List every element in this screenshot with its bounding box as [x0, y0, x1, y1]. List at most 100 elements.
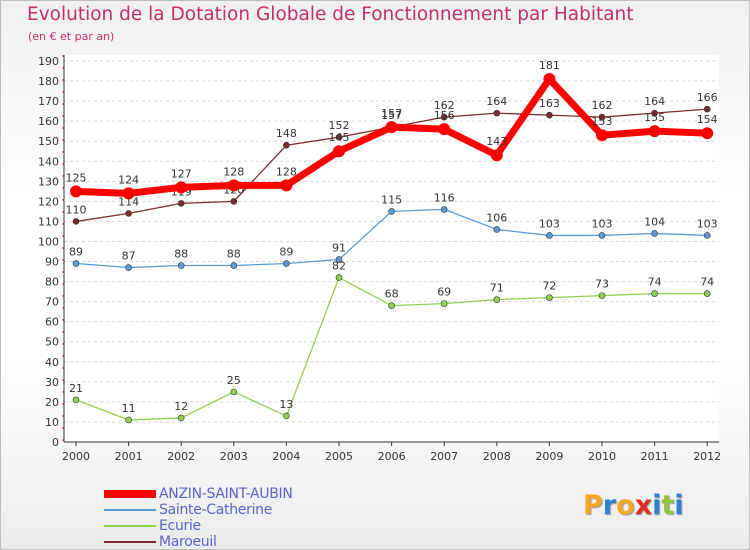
- x-tick-label: 2006: [378, 450, 406, 463]
- data-point: [230, 262, 238, 269]
- data-label: 181: [539, 59, 560, 72]
- data-label: 89: [279, 246, 293, 259]
- legend-swatch: [104, 541, 156, 543]
- data-label: 128: [276, 165, 297, 178]
- y-tick-label: 170: [38, 95, 59, 108]
- data-label: 21: [69, 382, 83, 395]
- y-tick-label: 10: [45, 416, 59, 429]
- data-label: 162: [592, 99, 613, 112]
- y-tick-label: 150: [38, 135, 59, 148]
- logo-letter: x: [634, 490, 653, 521]
- logo-letter: o: [616, 490, 635, 521]
- x-tick-label: 2010: [588, 450, 616, 463]
- legend-swatch: [104, 490, 156, 498]
- chart-subtitle: (en € et par an): [28, 30, 115, 43]
- data-point: [335, 256, 343, 263]
- logo-letter: P: [583, 490, 603, 521]
- legend-swatch: [104, 509, 156, 511]
- data-label: 73: [595, 278, 609, 291]
- data-point: [72, 260, 80, 267]
- data-label: 152: [329, 119, 350, 132]
- logo-letter: i: [652, 490, 662, 521]
- plot-area: [64, 55, 719, 442]
- data-label: 157: [381, 107, 402, 120]
- data-label: 88: [227, 248, 241, 261]
- data-label: 12: [174, 400, 188, 413]
- data-label: 114: [118, 195, 139, 208]
- y-tick-label: 120: [38, 195, 59, 208]
- data-point: [546, 232, 553, 239]
- data-point: [701, 127, 714, 140]
- x-tick-label: 2004: [272, 450, 300, 463]
- data-point: [546, 294, 553, 301]
- y-tick-label: 160: [38, 115, 59, 128]
- y-tick-label: 70: [45, 296, 59, 309]
- data-point: [122, 187, 135, 200]
- data-point: [230, 388, 238, 396]
- data-label: 153: [592, 115, 613, 128]
- data-label: 72: [542, 280, 556, 293]
- data-point: [72, 218, 80, 225]
- data-label: 145: [329, 131, 350, 144]
- data-point: [440, 206, 448, 213]
- data-label: 82: [332, 260, 346, 273]
- data-point: [493, 296, 501, 303]
- data-label: 164: [644, 95, 665, 108]
- y-tick-label: 100: [38, 235, 59, 248]
- data-point: [177, 262, 185, 269]
- data-label: 124: [118, 173, 139, 186]
- data-label: 88: [174, 248, 188, 261]
- data-label: 125: [66, 171, 87, 184]
- legend-label: Ecurie: [159, 518, 201, 534]
- x-tick-label: 2001: [115, 450, 143, 463]
- data-label: 68: [385, 288, 399, 301]
- legend-item: ANZIN-SAINT-AUBIN: [104, 486, 293, 502]
- data-point: [703, 105, 711, 113]
- data-label: 11: [122, 402, 136, 415]
- proxiti-logo: Proxiti: [583, 490, 684, 521]
- y-tick-label: 190: [38, 55, 59, 68]
- data-label: 163: [539, 97, 560, 110]
- data-point: [230, 198, 238, 205]
- data-point: [177, 200, 185, 207]
- data-point: [280, 179, 293, 192]
- data-label: 103: [697, 217, 718, 230]
- data-label: 162: [434, 99, 455, 112]
- y-tick-label: 90: [45, 256, 59, 269]
- data-point: [651, 290, 658, 297]
- legend-label: ANZIN-SAINT-AUBIN: [159, 486, 293, 502]
- data-point: [283, 412, 290, 420]
- data-point: [125, 264, 132, 271]
- data-label: 71: [490, 282, 504, 295]
- data-label: 116: [434, 191, 455, 204]
- x-tick-label: 2011: [641, 450, 669, 463]
- data-point: [703, 232, 711, 239]
- data-point: [335, 133, 343, 141]
- data-point: [543, 73, 556, 86]
- data-point: [333, 145, 345, 158]
- x-tick-label: 2002: [167, 450, 195, 463]
- data-label: 157: [381, 109, 402, 122]
- data-label: 91: [332, 242, 346, 255]
- legend-label: Maroeuil: [159, 534, 217, 550]
- data-label: 103: [592, 217, 613, 230]
- data-label: 115: [381, 193, 402, 206]
- data-point: [598, 113, 606, 121]
- data-point: [72, 396, 80, 404]
- data-point: [388, 208, 395, 215]
- x-tick-label: 2007: [430, 450, 458, 463]
- legend-item: Ecurie: [104, 518, 293, 534]
- data-point: [440, 300, 448, 307]
- data-point: [598, 292, 606, 299]
- data-label: 155: [644, 111, 665, 124]
- data-label: 154: [697, 113, 718, 126]
- logo-letter: t: [661, 490, 675, 521]
- data-label: 103: [539, 217, 560, 230]
- data-point: [651, 109, 658, 117]
- chart-legend: ANZIN-SAINT-AUBIN Sainte-Catherine Ecurie M…: [104, 486, 293, 550]
- legend-label: Sainte-Catherine: [159, 502, 273, 518]
- data-point: [438, 123, 451, 136]
- y-tick-label: 20: [45, 396, 59, 409]
- data-point: [388, 302, 395, 309]
